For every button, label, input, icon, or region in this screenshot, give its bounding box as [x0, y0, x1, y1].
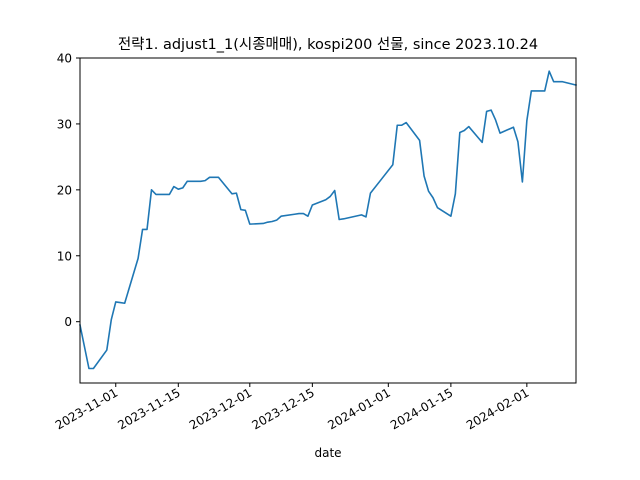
plot-area [79, 57, 577, 384]
y-axis: 0 10 20 30 40 [57, 52, 80, 329]
y-tick-label: 20 [57, 183, 72, 197]
axes-frame [79, 57, 577, 384]
y-tick-label: 40 [57, 52, 72, 66]
y-tick-label: 30 [57, 117, 72, 131]
chart-title: 전략1. adjust1_1(시종매매), kospi200 선물, since… [118, 36, 538, 53]
y-tick-label: 10 [57, 249, 72, 263]
y-tick-label: 0 [64, 315, 72, 329]
series-line [79, 70, 577, 370]
x-axis-label: date [314, 446, 341, 460]
